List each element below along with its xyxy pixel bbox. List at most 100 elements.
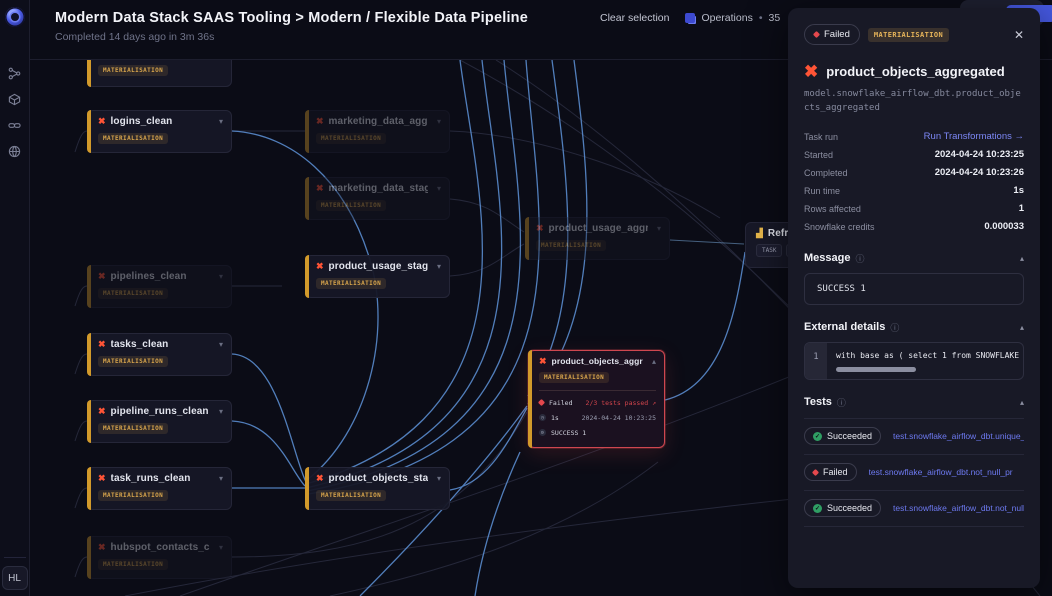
sql-code-line: with base as ( select 1 from SNOWFLAKE bbox=[836, 350, 1020, 360]
gear-icon: ⚙ bbox=[539, 429, 546, 436]
node-label: task_runs_clean bbox=[110, 473, 191, 484]
dbt-icon: ✖ bbox=[316, 183, 324, 193]
node-label: Refre bbox=[767, 228, 794, 239]
chevron-down-icon[interactable]: ▴ bbox=[651, 356, 656, 366]
node-task_runs_clean[interactable]: ✖ task_runs_clean ▾ MATERIALISATION bbox=[87, 467, 232, 510]
node-product_objects_staging[interactable]: ✖ product_objects_staging ▾ MATERIALISATION bbox=[305, 467, 450, 510]
node-marketing_data_aggregated[interactable]: ✖ marketing_data_aggregated ▾ MATERIALISATI… bbox=[305, 110, 450, 153]
node-status-row: Failed 2/3 tests passed ↗ bbox=[537, 395, 656, 410]
detail-row: Task run Run Transformations → bbox=[804, 128, 1024, 146]
test-status-badge: Failed bbox=[804, 463, 857, 482]
chevron-down-icon[interactable]: ▾ bbox=[218, 340, 223, 349]
detail-row: Run time 1s bbox=[804, 182, 1024, 200]
sql-code-block: 1 with base as ( select 1 from SNOWFLAKE bbox=[804, 341, 1024, 380]
chevron-down-icon[interactable]: ▾ bbox=[218, 474, 223, 483]
detail-row: Rows affected 1 bbox=[804, 200, 1024, 218]
materialisation-badge: MATERIALISATION bbox=[316, 278, 387, 289]
line-number: 1 bbox=[805, 342, 827, 379]
chevron-down-icon[interactable]: ▾ bbox=[218, 407, 223, 416]
test-link[interactable]: test.snowflake_airflow_dbt.not_null_pr bbox=[868, 467, 1013, 478]
materialisation-badge: MATERIALISATION bbox=[316, 200, 387, 211]
collapse-icon[interactable]: ▴ bbox=[1019, 253, 1024, 263]
dbt-icon: ✖ bbox=[536, 223, 544, 233]
node-pipelines_clean[interactable]: ✖ pipelines_clean ▾ MATERIALISATION bbox=[87, 265, 232, 308]
succeeded-check-icon: ✓ bbox=[813, 503, 822, 513]
chevron-down-icon[interactable]: ▾ bbox=[218, 272, 223, 281]
dbt-icon: ✖ bbox=[98, 406, 106, 416]
info-icon: ⓘ bbox=[855, 253, 865, 264]
node-label: pipeline_runs_clean bbox=[110, 406, 209, 417]
test-status-badge: ✓ Succeeded bbox=[804, 499, 882, 518]
node-marketing_data_staging[interactable]: ✖ marketing_data_staging ▾ MATERIALISATION bbox=[305, 177, 450, 220]
materialisation-badge: MATERIALISATION bbox=[316, 133, 387, 144]
test-link[interactable]: test.snowflake_airflow_dbt.unique_pro bbox=[893, 431, 1024, 442]
detail-label: Completed bbox=[804, 167, 848, 178]
node-hubspot_contacts_clean[interactable]: ✖ hubspot_contacts_clean ▾ MATERIALISATION bbox=[87, 536, 232, 579]
message-box: SUCCESS 1 bbox=[804, 272, 1024, 305]
dbt-icon: ✖ bbox=[98, 339, 106, 349]
diamond-icon bbox=[537, 398, 546, 407]
detail-row: Started 2024-04-24 10:23:25 bbox=[804, 146, 1024, 164]
horizontal-scrollbar[interactable] bbox=[836, 366, 916, 372]
model-path: model.snowflake_airflow_dbt.product_obje… bbox=[804, 89, 1021, 113]
materialisation-badge: MATERIALISATION bbox=[98, 65, 169, 76]
failed-diamond-icon bbox=[811, 468, 820, 476]
detail-value: 2024-04-24 10:23:26 bbox=[934, 167, 1024, 179]
test-link[interactable]: test.snowflake_airflow_dbt.not_null_pr bbox=[893, 503, 1024, 514]
tests-section-header: Tests ⓘ ▴ bbox=[804, 396, 1024, 409]
dbt-icon: ✖ bbox=[98, 542, 106, 552]
node-label: marketing_data_aggregated bbox=[328, 116, 428, 127]
detail-value: 1s bbox=[1013, 185, 1024, 197]
materialisation-badge: MATERIALISATION bbox=[98, 559, 169, 570]
user-avatar[interactable]: HL bbox=[1, 566, 28, 590]
collapse-icon[interactable]: ▴ bbox=[1019, 397, 1024, 407]
dbt-icon: ✖ bbox=[316, 261, 324, 271]
clock-icon: ◷ bbox=[539, 414, 546, 421]
node-tasks_clean[interactable]: ✖ tasks_clean ▾ MATERIALISATION bbox=[87, 333, 232, 376]
dbt-icon: ✖ bbox=[539, 355, 547, 366]
dbt-icon: ✖ bbox=[804, 62, 819, 81]
chevron-down-icon[interactable]: ▾ bbox=[656, 224, 661, 233]
node-label: tasks_clean bbox=[110, 339, 169, 350]
chevron-down-icon[interactable]: ▾ bbox=[436, 184, 441, 193]
products-icon[interactable] bbox=[8, 93, 21, 106]
failed-diamond-icon bbox=[812, 30, 821, 39]
node-product_usage_aggregated[interactable]: ✖ product_usage_aggregated ▾ MATERIALISATIO… bbox=[525, 217, 670, 260]
node-product_objects_aggregated[interactable]: ✖ product_objects_aggregated ▴ MATERIALISAT… bbox=[528, 350, 665, 448]
clear-selection-button[interactable]: Clear selection bbox=[600, 12, 670, 24]
node-clipped_top[interactable]: ✖▾MATERIALISATION bbox=[87, 60, 232, 87]
connections-icon[interactable] bbox=[8, 119, 21, 132]
node-pipeline_runs_clean[interactable]: ✖ pipeline_runs_clean ▾ MATERIALISATION bbox=[87, 400, 232, 443]
chevron-down-icon[interactable]: ▾ bbox=[436, 262, 441, 271]
chevron-down-icon[interactable]: ▾ bbox=[218, 543, 223, 552]
integrations-icon[interactable] bbox=[8, 145, 21, 158]
row-value[interactable]: 2/3 tests passed ↗ bbox=[585, 398, 656, 407]
breadcrumb-title: Modern Data Stack SAAS Tooling > Modern … bbox=[55, 10, 528, 26]
chevron-down-icon[interactable]: ▾ bbox=[436, 117, 441, 126]
chevron-down-icon[interactable]: ▾ bbox=[436, 474, 441, 483]
run-transformations-link[interactable]: Run Transformations → bbox=[923, 131, 1024, 143]
detail-row: Completed 2024-04-24 10:23:26 bbox=[804, 164, 1024, 182]
operations-counter[interactable]: Operations • 35 bbox=[685, 12, 780, 24]
node-product_usage_staging[interactable]: ✖ product_usage_staging ▾ MATERIALISATION bbox=[305, 255, 450, 298]
node-label: pipelines_clean bbox=[110, 271, 187, 282]
node-label: product_usage_staging bbox=[328, 261, 428, 272]
collapse-icon[interactable]: ▴ bbox=[1019, 322, 1024, 332]
node-logins_clean[interactable]: ✖ logins_clean ▾ MATERIALISATION bbox=[87, 110, 232, 153]
message-section-header: Message ⓘ ▴ bbox=[804, 252, 1024, 265]
node-status-row: ⚙ SUCCESS 1 bbox=[539, 425, 656, 440]
close-icon[interactable]: ✕ bbox=[1013, 27, 1024, 42]
node-label: product_usage_aggregated bbox=[548, 223, 648, 234]
materialisation-badge: MATERIALISATION bbox=[98, 423, 169, 434]
succeeded-check-icon: ✓ bbox=[813, 431, 822, 441]
materialisation-badge: MATERIALISATION bbox=[539, 372, 610, 383]
materialisation-badge: MATERIALISATION bbox=[98, 288, 169, 299]
orchestra-logo-icon[interactable] bbox=[4, 7, 25, 27]
pipelines-icon[interactable] bbox=[8, 67, 21, 80]
detail-value: 1 bbox=[1018, 203, 1024, 215]
pipeline-canvas[interactable]: ✖▾MATERIALISATION✖logins_clean▾MATERIALI… bbox=[30, 60, 1052, 596]
status-badge: Failed bbox=[804, 24, 860, 45]
divider bbox=[804, 417, 1024, 419]
materialisation-badge: MATERIALISATION bbox=[98, 356, 169, 367]
chevron-down-icon[interactable]: ▾ bbox=[218, 117, 223, 126]
